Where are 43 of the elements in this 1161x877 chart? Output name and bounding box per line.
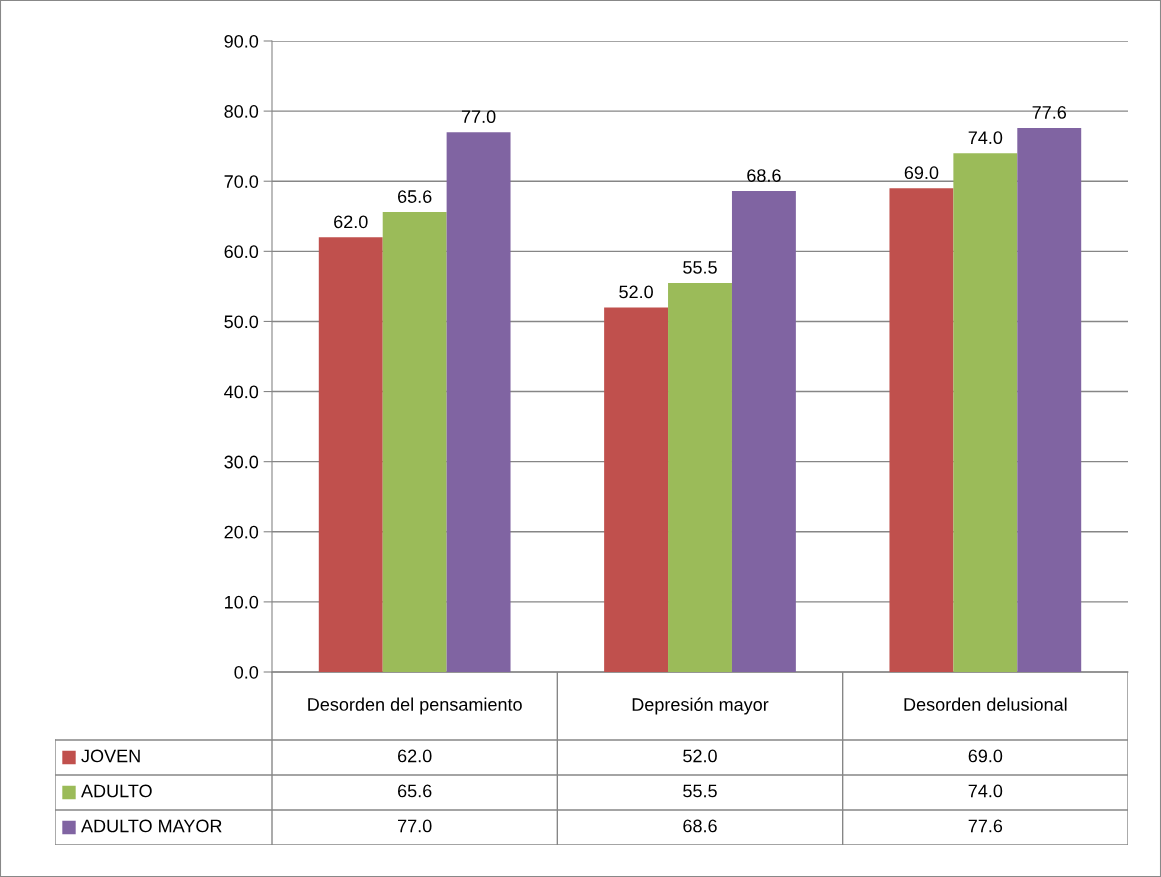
text: 69.0 [904, 166, 939, 180]
data-label: 74.0 [968, 784, 1003, 798]
text: 65.6 [398, 190, 432, 203]
legend-label: ADULTO [81, 784, 152, 798]
bar [731, 191, 796, 672]
y-tick-label: 20.0 [224, 525, 259, 539]
text: 52.0 [619, 285, 653, 299]
bar [1017, 127, 1082, 672]
text: 55.5 [683, 261, 717, 274]
text: 62.0 [334, 215, 368, 229]
y-tick-label: 70.0 [224, 175, 259, 188]
y-tick-label: 0.0 [234, 665, 259, 679]
text: 77.0 [461, 110, 496, 124]
data-label: 55.5 [683, 784, 717, 798]
y-tick-label: 10.0 [225, 595, 259, 609]
x-tick-label: Desorden del pensamiento [308, 697, 522, 715]
y-tick-label: 80.0 [224, 105, 259, 118]
bar [446, 132, 511, 672]
data-label: 77.0 [398, 819, 432, 833]
y-tick-label: 30.0 [224, 455, 259, 469]
y-tick-label: 60.0 [224, 245, 259, 259]
x-tick-label: Depresión mayor [632, 697, 769, 715]
data-label: 65.6 [398, 784, 432, 798]
bar [318, 237, 383, 672]
x-tick-label: Desorden delusional [904, 697, 1067, 711]
y-tick-label: 50.0 [224, 315, 259, 329]
y-tick-label: 90.0 [224, 34, 259, 48]
bar [604, 307, 669, 672]
text: 77.6 [1032, 106, 1067, 119]
legend-label: ADULTO MAYOR [81, 819, 222, 833]
bar [889, 188, 954, 672]
data-label: 68.6 [683, 819, 717, 833]
data-label: 52.0 [683, 749, 717, 763]
data-label: 62.0 [398, 749, 432, 763]
bar [953, 153, 1018, 672]
text: 74.0 [968, 131, 1003, 145]
data-label: 69.0 [968, 749, 1003, 763]
y-tick-label: 40.0 [224, 385, 259, 399]
data-label: 77.6 [968, 819, 1003, 833]
bar [668, 282, 732, 672]
bar [382, 212, 447, 672]
legend-label: JOVEN [81, 749, 140, 763]
text: 68.6 [747, 169, 781, 182]
